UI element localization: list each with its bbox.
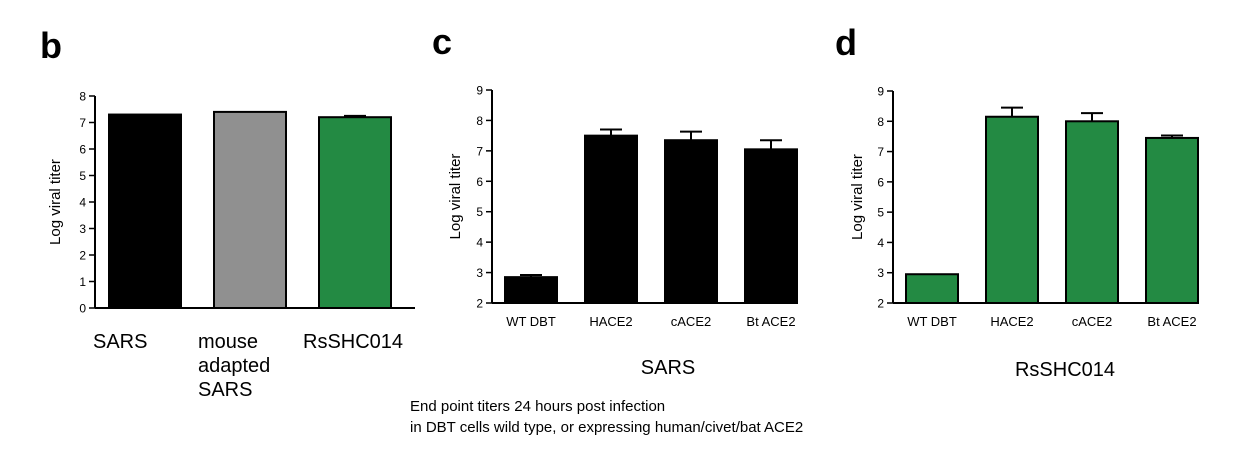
panel-b-label: b — [40, 25, 62, 66]
panel-c-y-tick-label: 6 — [476, 175, 483, 189]
panel-d-category-label: Bt ACE2 — [1147, 314, 1196, 329]
panel-c-y-tick-label: 9 — [476, 84, 483, 98]
panel-c-x-axis-title: SARS — [641, 357, 695, 379]
panel-b-y-axis-title: Log viral titer — [47, 159, 64, 245]
panel-d-category-label: WT DBT — [907, 314, 957, 329]
panel-d-y-axis-title: Log viral titer — [849, 154, 866, 240]
panel-c-bar — [504, 276, 558, 304]
panel-b-y-tick-label: 6 — [79, 143, 86, 157]
panel-c-y-tick-label: 8 — [476, 114, 483, 128]
panel-c-category-label: cACE2 — [671, 314, 711, 329]
panel-b-y-tick-label: 5 — [79, 169, 86, 183]
panel-d-bar — [1065, 120, 1119, 304]
caption-line-2: in DBT cells wild type, or expressing hu… — [410, 419, 804, 436]
panel-d-y-tick-label: 5 — [877, 206, 884, 220]
panel-c-y-tick-label: 7 — [476, 144, 483, 158]
panel-b-bar — [318, 116, 392, 309]
panel-c-y-tick-label: 2 — [476, 297, 483, 311]
panel-c-bar — [664, 139, 718, 304]
panel-d-y-tick-label: 6 — [877, 175, 884, 189]
panel-d-y-tick-label: 9 — [877, 85, 884, 99]
panel-c-bar — [584, 134, 638, 304]
panel-d-label: d — [835, 22, 857, 63]
panel-c-y-tick-label: 3 — [476, 266, 483, 280]
panel-b-y-tick-label: 1 — [79, 275, 86, 289]
panel-b-y-tick-label: 0 — [79, 302, 86, 316]
panel-b-category-label: RsSHC014 — [303, 331, 403, 353]
panel-d-y-tick-label: 7 — [877, 145, 884, 159]
panel-b-category-label: SARS — [93, 331, 147, 353]
panel-c-bar — [744, 148, 798, 304]
caption-line-1: End point titers 24 hours post infection — [410, 398, 666, 415]
panel-b-category-label: adapted — [198, 355, 270, 377]
panel-b-y-tick-label: 7 — [79, 116, 86, 130]
figure-caption: End point titers 24 hours post infection… — [410, 396, 803, 438]
panel-d-y-tick-label: 4 — [877, 236, 884, 250]
panel-d-category-label: HACE2 — [990, 314, 1033, 329]
panel-b-bar — [108, 113, 182, 309]
panel-d-category-label: cACE2 — [1072, 314, 1112, 329]
panel-b-y-tick-label: 4 — [79, 196, 86, 210]
panel-d-bar — [905, 273, 959, 305]
panel-d-bar — [985, 115, 1039, 304]
panel-c-y-axis-title: Log viral titer — [447, 154, 464, 240]
panel-b-bar — [213, 110, 287, 310]
panel-b-category-label: mouse — [198, 331, 258, 353]
panel-d-x-axis-title: RsSHC014 — [1015, 359, 1115, 381]
panel-c-y-tick-label: 4 — [476, 236, 483, 250]
panel-b-y-tick-label: 2 — [79, 249, 86, 263]
panel-d-bar — [1145, 136, 1199, 304]
panel-d-y-tick-label: 3 — [877, 266, 884, 280]
panel-c-label: c — [432, 21, 452, 62]
panel-d-y-tick-label: 2 — [877, 297, 884, 311]
panel-c-category-label: WT DBT — [506, 314, 556, 329]
panel-c-category-label: HACE2 — [589, 314, 632, 329]
panel-b-category-label: SARS — [198, 379, 252, 401]
panel-c-y-tick-label: 5 — [476, 205, 483, 219]
panel-c-category-label: Bt ACE2 — [746, 314, 795, 329]
panel-b-y-tick-label: 8 — [79, 90, 86, 104]
panel-b-y-tick-label: 3 — [79, 222, 86, 236]
panel-d-y-tick-label: 8 — [877, 115, 884, 129]
